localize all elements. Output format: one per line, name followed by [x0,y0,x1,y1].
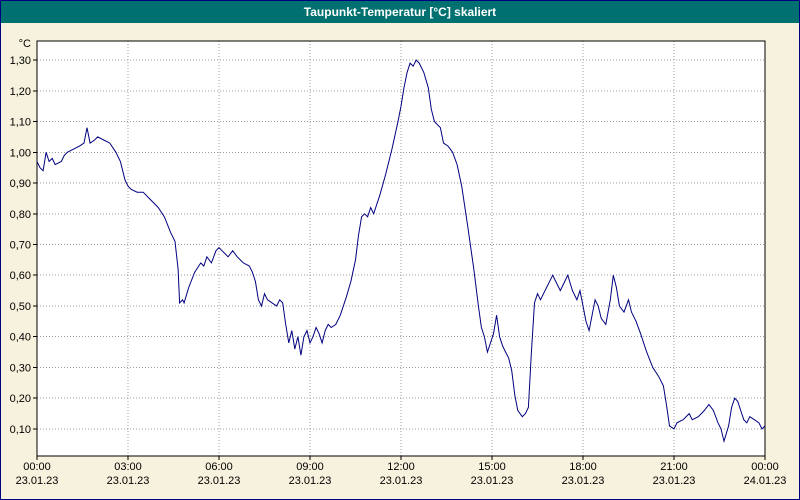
y-axis-label: 0,10 [10,424,31,436]
x-axis-time-label: 09:00 [296,461,324,473]
y-axis-label: 1,30 [10,55,31,67]
y-axis-label: 0,80 [10,209,31,221]
x-axis-date-label: 23.01.23 [16,475,59,487]
x-axis-time-label: 03:00 [114,461,142,473]
x-axis-date-label: 23.01.23 [653,475,696,487]
x-axis-time-label: 06:00 [205,461,233,473]
y-axis-unit: °C [19,38,31,50]
y-axis-label: 0,70 [10,240,31,252]
y-axis-label: 0,20 [10,393,31,405]
x-axis-date-label: 23.01.23 [380,475,423,487]
y-axis-label: 0,60 [10,270,31,282]
y-axis-label: 0,90 [10,178,31,190]
y-axis-label: 1,20 [10,86,31,98]
x-axis-date-label: 23.01.23 [198,475,241,487]
x-axis-time-label: 12:00 [387,461,415,473]
chart-canvas: 1,30 1,20 1,10 1,00 0,90 0,80 0,70 0,60 0,50 0,40… [1,23,799,499]
x-axis-time-label: 00:00 [751,461,779,473]
x-axis-time-label: 15:00 [478,461,506,473]
x-axis-time-label: 00:00 [23,461,51,473]
y-axis-label: 1,00 [10,147,31,159]
y-axis-label: 0,40 [10,332,31,344]
x-axis-date-label: 24.01.23 [744,475,787,487]
x-axis-date-label: 23.01.23 [562,475,605,487]
title-bar: Taupunkt-Temperatur [°C] skaliert [1,1,799,23]
x-axis-time-label: 21:00 [660,461,688,473]
plot-border [36,40,766,457]
y-axis-label: 0,30 [10,362,31,374]
x-axis-time-label: 18:00 [569,461,597,473]
chart-title: Taupunkt-Temperatur [°C] skaliert [303,5,497,19]
x-axis-date-label: 23.01.23 [107,475,150,487]
y-axis-label: 0,50 [10,301,31,313]
series-line [36,59,766,444]
x-axis-date-label: 23.01.23 [471,475,514,487]
y-axis-label: 1,10 [10,117,31,129]
x-axis-date-label: 23.01.23 [289,475,332,487]
